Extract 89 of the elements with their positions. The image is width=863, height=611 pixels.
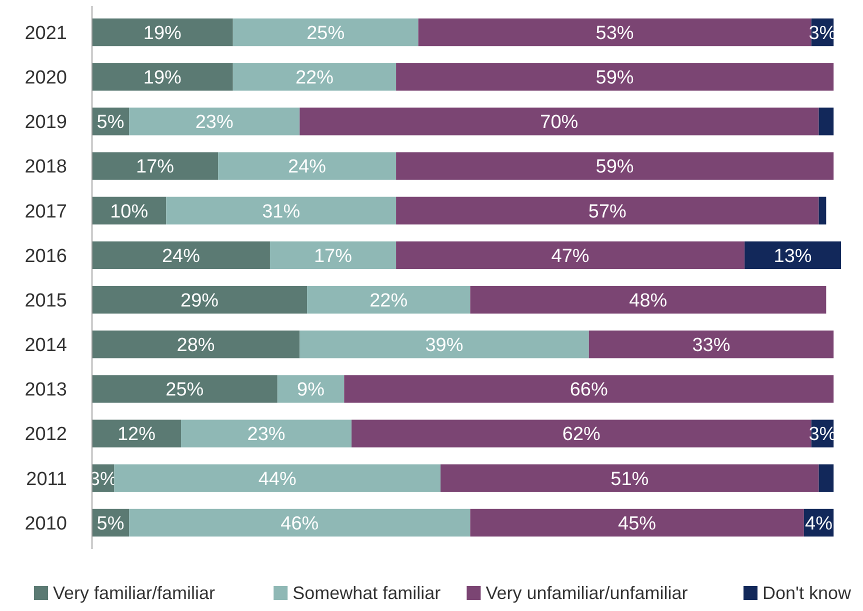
- data-label: 4%: [805, 513, 833, 534]
- bar: [92, 420, 181, 448]
- data-label: 19%: [143, 68, 182, 89]
- bar: [92, 63, 233, 91]
- data-label: 53%: [596, 22, 634, 44]
- bar: [114, 464, 441, 492]
- bar: [92, 152, 218, 180]
- bar: [588, 330, 834, 358]
- bar: [277, 375, 344, 403]
- legend-label: Don't know: [762, 583, 852, 603]
- bar: [92, 330, 300, 358]
- data-label: 70%: [540, 112, 578, 134]
- y-tick-label: 2017: [24, 201, 67, 222]
- bar: [396, 241, 745, 270]
- data-label: 17%: [314, 246, 352, 267]
- data-label: 23%: [195, 112, 234, 134]
- data-label: 28%: [176, 335, 215, 356]
- y-tick-label: 2010: [24, 513, 67, 534]
- data-label: 57%: [588, 201, 627, 222]
- bar: [352, 420, 812, 448]
- y-tick-label: 2015: [24, 290, 67, 312]
- bar: [818, 464, 834, 492]
- y-tick-label: 2011: [26, 468, 67, 490]
- bar: [307, 286, 470, 314]
- data-label: 25%: [306, 22, 345, 44]
- bar: [818, 108, 834, 136]
- bar: [180, 420, 352, 448]
- bar: [92, 18, 233, 46]
- y-tick-label: 2016: [24, 246, 67, 267]
- data-label: 5%: [96, 112, 124, 134]
- bar: [129, 108, 300, 136]
- data-label: 59%: [596, 156, 634, 178]
- data-label: 13%: [774, 246, 812, 267]
- data-label: 23%: [247, 424, 286, 446]
- legend-label: Somewhat familiar: [292, 583, 441, 603]
- bar: [270, 241, 396, 270]
- y-tick-label: 2012: [24, 424, 67, 446]
- data-label: 48%: [629, 290, 668, 312]
- bar: [92, 375, 278, 403]
- bar: [470, 286, 826, 314]
- data-label: 22%: [370, 290, 408, 312]
- data-label: 66%: [570, 380, 608, 401]
- bar: [218, 152, 396, 180]
- bar: [440, 464, 819, 492]
- bar: [232, 63, 396, 91]
- bar: [396, 63, 834, 91]
- data-label: 24%: [162, 246, 200, 267]
- legend-label: Very familiar/familiar: [53, 583, 216, 603]
- bar: [418, 18, 812, 46]
- legend-label: Very unfamiliar/unfamiliar: [486, 583, 688, 603]
- data-label: 22%: [295, 68, 334, 89]
- data-label: 39%: [425, 335, 464, 356]
- data-label: 47%: [551, 246, 590, 267]
- data-label: 31%: [262, 201, 300, 222]
- data-label: 46%: [280, 513, 319, 534]
- data-label: 19%: [143, 22, 182, 44]
- y-tick-label: 2018: [24, 156, 67, 178]
- bar: [166, 196, 396, 224]
- bar: [92, 286, 308, 314]
- y-tick-label: 2013: [24, 380, 67, 401]
- bar: [470, 508, 804, 537]
- bar: [396, 152, 834, 180]
- bar: [300, 108, 819, 136]
- bar: [818, 196, 826, 224]
- data-label: 51%: [610, 468, 649, 490]
- bar: [232, 18, 418, 46]
- data-label: 25%: [166, 380, 204, 401]
- bar: [396, 196, 819, 224]
- y-tick-label: 2020: [24, 68, 67, 89]
- data-label: 12%: [117, 424, 156, 446]
- data-label: 44%: [258, 468, 297, 490]
- data-label: 33%: [692, 335, 730, 356]
- bar: [744, 241, 841, 270]
- data-label: 29%: [180, 290, 219, 312]
- bar: [92, 241, 270, 270]
- bar: [300, 330, 589, 358]
- y-tick-label: 2019: [24, 112, 67, 134]
- data-label: 17%: [136, 156, 174, 178]
- data-label: 24%: [288, 156, 326, 178]
- data-label: 45%: [618, 513, 656, 534]
- bar: [344, 375, 834, 403]
- data-label: 62%: [562, 424, 601, 446]
- data-label: 5%: [96, 513, 124, 534]
- data-label: 10%: [110, 201, 148, 222]
- y-tick-label: 2021: [24, 22, 67, 44]
- data-label: 59%: [596, 68, 634, 89]
- data-label: 9%: [297, 380, 325, 401]
- y-tick-label: 2014: [24, 335, 68, 356]
- bar: [129, 508, 470, 537]
